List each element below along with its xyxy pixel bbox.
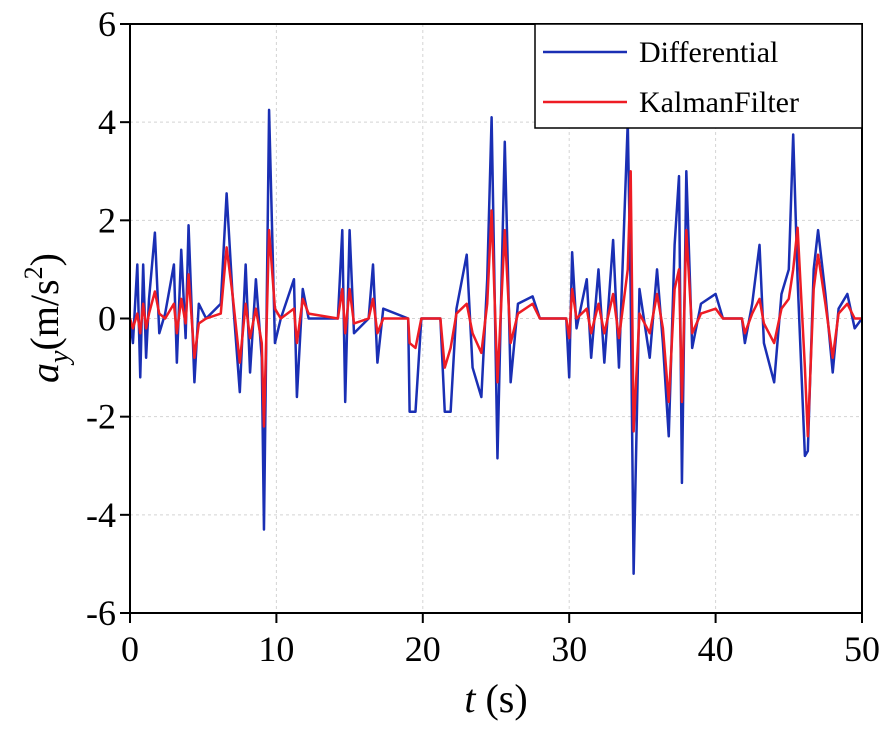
y-tick-label: -6: [86, 593, 116, 633]
y-tick-label: -4: [86, 495, 116, 535]
legend-label: Differential: [639, 36, 778, 69]
x-tick-label: 50: [844, 629, 880, 669]
y-tick-label: 0: [98, 299, 116, 339]
x-tick-label: 30: [551, 629, 587, 669]
y-close: ): [22, 253, 67, 266]
legend-label: KalmanFilter: [639, 86, 799, 119]
x-tick-label: 10: [258, 629, 294, 669]
y-tick-label: 4: [98, 102, 116, 142]
x-tick-label: 20: [405, 629, 441, 669]
x-tick-label: 0: [121, 629, 139, 669]
x-tick-label: 40: [698, 629, 734, 669]
y-tick-label: 2: [98, 200, 116, 240]
series-line: [128, 170, 862, 438]
y-tick-label: -2: [86, 397, 116, 437]
legend: Differential KalmanFilter: [534, 23, 863, 129]
legend-box: [534, 23, 863, 129]
x-axis-label: t (s): [464, 676, 527, 721]
x-symbol: t: [464, 676, 476, 721]
y-symbol: a: [22, 363, 67, 383]
y-axis-label: ay(m/s2): [19, 253, 75, 383]
y-subscript: y: [44, 350, 75, 366]
y-superscript: 2: [19, 266, 48, 279]
plot-lines: [128, 108, 864, 575]
y-tick-label: 6: [98, 4, 116, 44]
x-unit: (s): [485, 676, 527, 721]
axes: 0 10 20 30 40 50 -6 -4 -2 0 2 4 6: [86, 4, 880, 669]
y-unit: (m/s: [22, 279, 67, 350]
